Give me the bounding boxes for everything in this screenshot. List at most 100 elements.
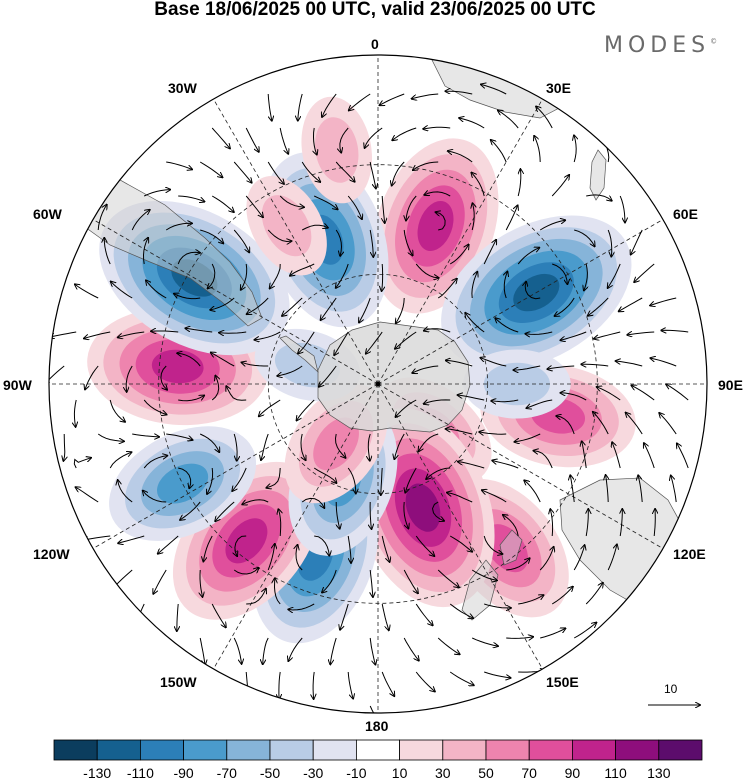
wind-vector (396, 399, 417, 417)
wind-vector (612, 442, 621, 469)
wind-vector (515, 433, 541, 442)
wind-vector (491, 140, 507, 163)
wind-vector (619, 195, 625, 222)
wind-vector (584, 263, 588, 290)
wind-vector (233, 637, 241, 664)
wind-vector (143, 190, 170, 197)
wind-vector (347, 195, 362, 219)
wind-vector (437, 279, 457, 299)
wind-vector (84, 331, 111, 338)
wind-vector (586, 509, 588, 537)
wind-vector (288, 603, 315, 610)
lon-label-180: 180 (365, 718, 389, 734)
wind-vector (581, 364, 609, 366)
wind-vector (540, 628, 565, 639)
wind-vector (616, 361, 643, 367)
wind-vector (574, 135, 576, 163)
wind-vector (199, 161, 222, 177)
wind-vector (330, 637, 337, 664)
wind-vector (109, 452, 131, 469)
wind-vector (211, 603, 226, 627)
wind-vector (525, 332, 553, 334)
lon-label-90w: 90W (3, 377, 32, 393)
wind-vector (319, 365, 337, 387)
brand-name: MODES (604, 33, 711, 58)
wind-vector (199, 637, 205, 665)
lon-label-120e: 120E (673, 546, 706, 562)
wind-vector (593, 412, 609, 435)
wind-vector (259, 399, 281, 416)
wind-vector (608, 263, 621, 288)
wind-vector (267, 93, 272, 121)
colorbar-tick-label: -10 (346, 765, 367, 781)
wind-vector (677, 444, 689, 469)
wind-vector (498, 110, 519, 129)
wind-vector (555, 297, 575, 316)
wind-vector (275, 578, 281, 605)
wind-vector (586, 194, 612, 201)
wind-vector (336, 501, 340, 529)
wind-vector (403, 501, 409, 528)
wind-vector (527, 399, 553, 408)
lon-label-60w: 60W (33, 206, 62, 222)
wind-vector (661, 330, 689, 332)
wind-vector (479, 432, 507, 434)
wind-vector (314, 127, 317, 155)
wind-vector (211, 353, 235, 367)
wind-vector (626, 413, 643, 435)
wind-vector (211, 195, 234, 212)
chart-title: Base 18/06/2025 00 UTC, valid 23/06/2025… (154, 0, 596, 20)
wind-vector (146, 280, 167, 299)
meridian-line (213, 98, 379, 385)
wind-vector (282, 297, 303, 316)
anomaly-contour-12-3 (157, 463, 209, 504)
wind-vector (85, 365, 99, 389)
wind-vector (359, 297, 371, 323)
wind-vector (380, 93, 405, 105)
wind-vector (594, 331, 621, 339)
wind-vector (573, 545, 584, 571)
wind-vector (465, 313, 485, 333)
wind-vector (210, 297, 235, 310)
wind-vector (215, 501, 235, 521)
wind-vector (607, 229, 612, 257)
meridian-line (377, 383, 664, 549)
wind-vector (143, 491, 167, 503)
wind-vector (415, 535, 434, 556)
wind-vector (482, 490, 507, 503)
wind-vector (321, 297, 337, 320)
wind-vector (369, 229, 373, 257)
wind-vector (313, 195, 337, 209)
wind-vector (570, 475, 575, 503)
wind-vector (561, 393, 587, 401)
wind-vector (255, 331, 281, 340)
wind-vector (246, 589, 266, 605)
wind-vector (74, 399, 76, 427)
wind-vector (447, 493, 473, 503)
wind-vector (382, 195, 385, 223)
wind-vector (412, 365, 439, 373)
wind-vector (347, 671, 353, 699)
wind-vector (381, 671, 394, 696)
wind-vector (335, 229, 341, 256)
wind-vector (301, 225, 328, 231)
wind-vector (654, 509, 655, 537)
wind-vector (424, 400, 451, 404)
wind-vector (366, 331, 383, 354)
wind-vector (471, 637, 498, 646)
colorbar-tick-label: -30 (303, 765, 324, 781)
wind-vector (582, 441, 587, 469)
wind-vector (406, 195, 417, 220)
wind-vector (503, 515, 519, 537)
wind-vector (279, 127, 288, 154)
wind-vector (233, 229, 249, 252)
south-pole-marker (375, 381, 381, 387)
wind-vector (437, 637, 459, 654)
wind-vector (322, 93, 337, 117)
wind-vector (233, 568, 258, 575)
colorbar-tick-label: 90 (564, 765, 581, 781)
wind-vector (199, 433, 219, 452)
wind-vector (370, 501, 371, 529)
wind-vector (405, 467, 417, 493)
wind-vector (297, 399, 315, 420)
